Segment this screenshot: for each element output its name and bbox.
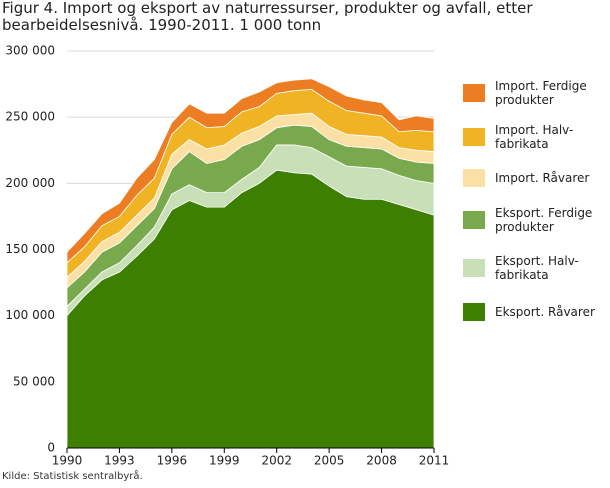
x-tick-label: 2005 [314,454,345,468]
x-tick-label: 1993 [104,454,135,468]
y-tick-label: 100 000 [5,308,55,322]
chart-title: Figur 4. Import og eksport av naturressu… [2,0,533,34]
y-tick-label: 300 000 [5,44,55,58]
legend-label: Import. Råvarer [495,171,590,185]
x-tick-label: 1990 [52,454,83,468]
source-note: Kilde: Statistisk sentralbyrå. [2,471,143,482]
x-tick-label: 2011 [419,454,450,468]
y-tick-label: 150 000 [5,242,55,256]
x-tick-label: 1996 [157,454,188,468]
legend-label: Eksport. Råvarer [495,305,595,319]
legend-label: Import. Halv- fabrikata [495,123,574,151]
y-tick-label: 0 [47,441,55,455]
legend-label: Import. Ferdige produkter [495,79,587,107]
legend-label: Eksport. Halv- fabrikata [495,254,579,282]
area [66,78,435,264]
y-tick-label: 200 000 [5,176,55,190]
x-tick-label: 2008 [366,454,397,468]
legend-swatch [463,169,485,187]
legend-swatch [463,84,485,102]
x-tick-label: 2002 [261,454,292,468]
y-tick-label: 250 000 [5,110,55,124]
y-tick-label: 50 000 [13,374,55,388]
legend-swatch [463,211,485,229]
legend-label: Eksport. Ferdige produkter [495,206,593,234]
legend-swatch [463,259,485,277]
legend-swatch [463,303,485,321]
x-tick-label: 1999 [209,454,240,468]
legend-swatch [463,128,485,146]
